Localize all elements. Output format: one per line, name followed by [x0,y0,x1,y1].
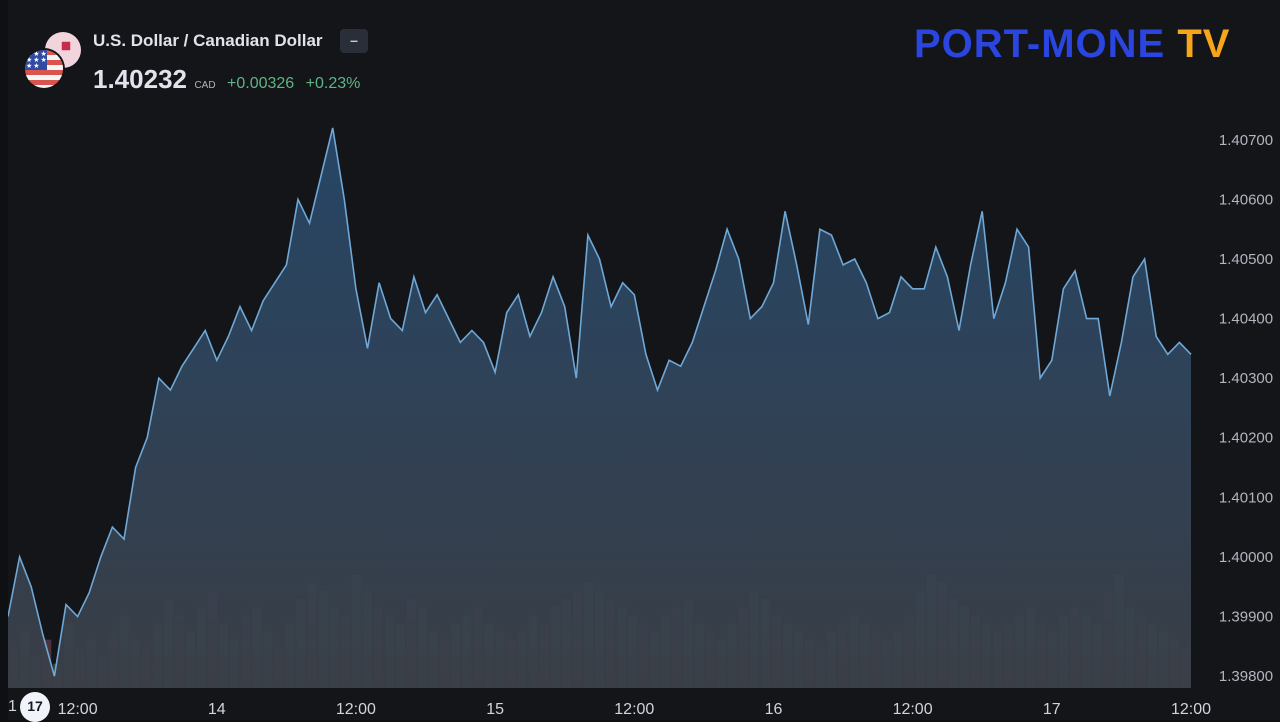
price-tick-label: 1.39800 [1219,668,1273,685]
price-tick-label: 1.39900 [1219,609,1273,626]
flag-us-icon: ★★★ ★★★ ★★ [25,50,63,88]
price-tick-label: 1.40300 [1219,370,1273,387]
time-tick-label: 17 [1043,701,1061,718]
price-row: 1.40232 CAD +0.00326 +0.23% [93,64,360,95]
time-tick-label: 12:00 [58,701,98,718]
price-line [8,127,1192,677]
chart-pane[interactable]: 1.40700 1.40600 1.40500 1.40400 1.40300 1.402… [8,0,1280,720]
time-tick-label: 14 [208,701,226,718]
time-tick-label: 15 [486,701,504,718]
price-tick-label: 1.40700 [1219,132,1273,149]
time-tick-label: 12:00 [893,701,933,718]
time-tick-label: 12:00 [1171,701,1211,718]
price-axis[interactable]: 1.40700 1.40600 1.40500 1.40400 1.40300 1.402… [1219,132,1273,685]
currency-label: CAD [194,80,216,91]
price-tick-label: 1.40200 [1219,430,1273,447]
brand-text: PORT-MONE [914,22,1166,66]
brand-logo: PORT-MONE TV [914,22,1230,67]
price-tick-label: 1.40500 [1219,251,1273,268]
symbol-title[interactable]: U.S. Dollar / Canadian Dollar [93,31,323,50]
change-absolute: +0.00326 [227,75,295,92]
time-tick-first: 1 [8,698,17,715]
last-price: 1.40232 [93,64,187,94]
time-tick-label: 16 [765,701,783,718]
time-axis[interactable]: 12:00 14 12:00 15 12:00 16 12:00 17 12:00 [58,701,1212,718]
price-chart[interactable]: 1.40700 1.40600 1.40500 1.40400 1.40300 1.402… [8,0,1280,720]
price-area-fill [8,127,1191,688]
time-tick-label: 12:00 [336,701,376,718]
tradingview-logo-icon[interactable]: 17 [20,692,50,722]
price-tick-label: 1.40000 [1219,549,1273,566]
time-tick-label: 12:00 [614,701,654,718]
change-percent: +0.23% [305,75,361,92]
price-tick-label: 1.40400 [1219,311,1273,328]
price-tick-label: 1.40600 [1219,191,1273,208]
brand-text-tv: TV [1177,22,1231,66]
collapse-button[interactable]: – [340,29,368,53]
price-tick-label: 1.40100 [1219,489,1273,506]
